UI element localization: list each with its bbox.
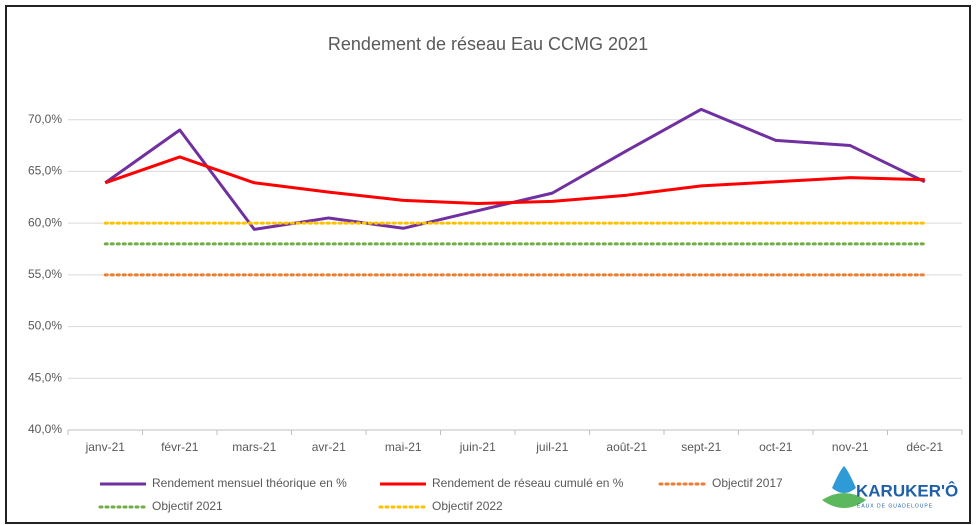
y-tick-label: 50,0% <box>28 319 62 333</box>
legend-label: Rendement de réseau cumulé en % <box>432 476 624 490</box>
x-tick-label: sept-21 <box>681 440 721 454</box>
legend-label: Objectif 2017 <box>712 476 783 490</box>
y-tick-label: 55,0% <box>28 267 62 281</box>
y-tick-label: 40,0% <box>28 422 62 436</box>
x-tick-label: juin-21 <box>459 440 496 454</box>
chart-title: Rendement de réseau Eau CCMG 2021 <box>328 34 648 54</box>
x-tick-label: avr-21 <box>312 440 346 454</box>
legend-label: Rendement mensuel théorique en % <box>152 476 347 490</box>
legend-label: Objectif 2021 <box>152 499 223 513</box>
series-line <box>104 155 925 205</box>
y-tick-label: 60,0% <box>28 215 62 229</box>
chart-frame <box>5 5 971 524</box>
x-tick-label: déc-21 <box>906 440 943 454</box>
x-tick-label: mars-21 <box>232 440 276 454</box>
x-tick-label: juil-21 <box>535 440 568 454</box>
y-tick-label: 70,0% <box>28 112 62 126</box>
y-tick-label: 45,0% <box>28 370 62 384</box>
legend-label: Objectif 2022 <box>432 499 503 513</box>
logo: KARUKER'Ô EAUX DE GUADELOUPE <box>822 466 958 509</box>
x-tick-label: août-21 <box>606 440 647 454</box>
logo-drop <box>832 466 856 493</box>
x-tick-label: févr-21 <box>161 440 199 454</box>
logo-tagline: EAUX DE GUADELOUPE <box>857 503 933 509</box>
x-tick-label: janv-21 <box>85 440 126 454</box>
logo-name: KARUKER'Ô <box>856 481 958 500</box>
x-tick-label: nov-21 <box>832 440 869 454</box>
x-tick-label: mai-21 <box>385 440 422 454</box>
y-tick-label: 65,0% <box>28 164 62 178</box>
logo-leaf <box>822 493 866 508</box>
x-tick-label: oct-21 <box>759 440 793 454</box>
